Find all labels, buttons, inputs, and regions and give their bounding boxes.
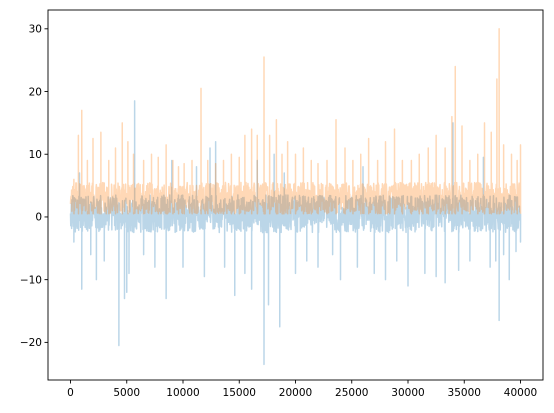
y-tick-label: 10 <box>29 149 42 161</box>
x-tick-label: 20000 <box>279 387 312 399</box>
x-tick-label: 30000 <box>391 387 424 399</box>
ticks-layer: 0 5000 10000 15000 20000 25000 30000 35000 40000… <box>20 24 537 399</box>
x-tick-label: 0 <box>67 387 74 399</box>
series-line-1 <box>69 100 522 366</box>
x-tick-label: 40000 <box>504 387 537 399</box>
y-tick-label: −20 <box>20 337 42 349</box>
axes-frame <box>47 9 544 381</box>
series-line-2 <box>69 28 522 215</box>
x-tick-label: 25000 <box>335 387 368 399</box>
y-tick-label: 20 <box>29 86 42 98</box>
x-tick-label: 10000 <box>166 387 199 399</box>
x-tick-label: 15000 <box>223 387 256 399</box>
x-tick-label: 35000 <box>448 387 481 399</box>
x-tick-label: 5000 <box>113 387 140 399</box>
y-tick-label: 0 <box>35 212 42 224</box>
y-tick-label: −10 <box>20 274 42 286</box>
series-layer <box>69 28 522 366</box>
y-tick-label: 30 <box>29 24 42 36</box>
